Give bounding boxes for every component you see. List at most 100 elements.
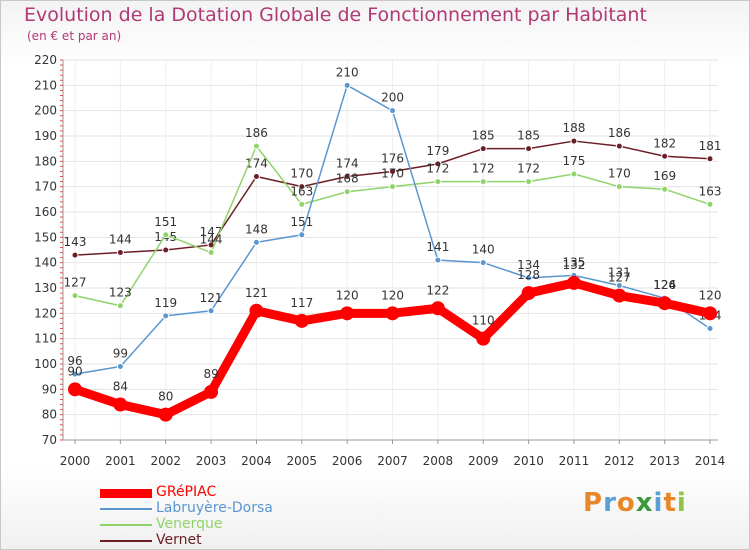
legend-swatch xyxy=(100,540,152,542)
data-point-labruy-re-dorsa xyxy=(207,307,215,315)
data-label-gr-piac: 128 xyxy=(517,268,540,282)
legend-swatch xyxy=(100,488,152,498)
x-tick-label: 2001 xyxy=(105,454,136,468)
data-label-gr-piac: 127 xyxy=(608,271,631,285)
x-tick-label: 2006 xyxy=(332,454,363,468)
data-point-gr-piac xyxy=(612,288,627,303)
data-label-vernet: 181 xyxy=(699,139,722,153)
data-point-gr-piac xyxy=(430,301,445,316)
data-label-labruy-re-dorsa: 119 xyxy=(154,296,177,310)
data-point-venerque xyxy=(661,185,669,193)
data-point-gr-piac xyxy=(385,306,400,321)
x-tick-label: 2007 xyxy=(377,454,408,468)
logo-letter: o xyxy=(616,488,636,518)
legend-swatch xyxy=(100,508,152,510)
data-point-gr-piac xyxy=(657,296,672,311)
legend-item: GRéPIAC xyxy=(100,484,340,501)
data-label-venerque: 172 xyxy=(426,162,449,176)
data-label-venerque: 170 xyxy=(608,167,631,181)
y-tick-label: 130 xyxy=(34,281,57,295)
data-point-vernet xyxy=(434,160,442,168)
data-point-gr-piac xyxy=(158,407,173,422)
data-label-venerque: 168 xyxy=(336,172,359,186)
data-point-gr-piac xyxy=(521,286,536,301)
data-point-vernet xyxy=(298,183,306,191)
data-point-venerque xyxy=(434,178,442,186)
y-tick-label: 80 xyxy=(42,408,57,422)
legend-label: Venerque xyxy=(156,516,223,532)
data-point-venerque xyxy=(207,249,215,257)
data-label-vernet: 170 xyxy=(290,167,313,181)
y-tick-label: 190 xyxy=(34,129,57,143)
data-label-venerque: 172 xyxy=(517,162,540,176)
data-label-vernet: 147 xyxy=(200,225,223,239)
data-label-vernet: 144 xyxy=(109,233,132,247)
data-label-vernet: 176 xyxy=(381,151,404,165)
legend-label: GRéPIAC xyxy=(156,484,217,500)
data-label-vernet: 143 xyxy=(64,235,87,249)
data-label-gr-piac: 124 xyxy=(653,278,676,292)
data-point-labruy-re-dorsa xyxy=(434,256,442,264)
data-label-gr-piac: 80 xyxy=(158,390,173,404)
data-point-venerque xyxy=(252,142,260,150)
data-label-venerque: 163 xyxy=(699,184,722,198)
y-tick-label: 70 xyxy=(42,433,57,447)
y-tick-label: 170 xyxy=(34,180,57,194)
data-point-vernet xyxy=(162,246,170,254)
legend-item: Labruyère-Dorsa xyxy=(100,500,340,517)
logo-letter: i xyxy=(676,488,687,518)
data-label-labruy-re-dorsa: 140 xyxy=(472,243,495,257)
data-point-vernet xyxy=(570,137,578,145)
data-label-gr-piac: 120 xyxy=(381,288,404,302)
y-tick-label: 120 xyxy=(34,306,57,320)
data-point-gr-piac xyxy=(476,331,491,346)
data-point-venerque xyxy=(525,178,533,186)
x-tick-label: 2004 xyxy=(241,454,272,468)
data-point-labruy-re-dorsa xyxy=(525,274,533,282)
legend-item: Venerque xyxy=(100,516,340,533)
x-tick-label: 2003 xyxy=(196,454,227,468)
data-label-labruy-re-dorsa: 141 xyxy=(426,240,449,254)
data-point-vernet xyxy=(116,249,124,257)
data-label-venerque: 169 xyxy=(653,169,676,183)
data-point-gr-piac xyxy=(294,313,309,328)
data-point-gr-piac xyxy=(204,384,219,399)
data-label-gr-piac: 120 xyxy=(336,288,359,302)
data-label-venerque: 172 xyxy=(472,162,495,176)
data-point-vernet xyxy=(343,173,351,181)
y-tick-label: 150 xyxy=(34,230,57,244)
data-point-labruy-re-dorsa xyxy=(479,259,487,267)
data-label-gr-piac: 90 xyxy=(67,364,82,378)
logo-letter: i xyxy=(653,488,664,518)
logo-letter: x xyxy=(635,488,654,518)
legend-label: Vernet xyxy=(156,532,202,548)
x-tick-label: 2005 xyxy=(287,454,318,468)
data-point-venerque xyxy=(343,188,351,196)
y-tick-label: 100 xyxy=(34,357,57,371)
data-label-venerque: 123 xyxy=(109,286,132,300)
data-point-vernet xyxy=(661,152,669,160)
data-label-labruy-re-dorsa: 200 xyxy=(381,91,404,105)
proxiti-logo: Proxiti xyxy=(583,488,687,518)
data-point-gr-piac xyxy=(703,306,718,321)
data-label-labruy-re-dorsa: 151 xyxy=(290,215,313,229)
x-tick-label: 2014 xyxy=(695,454,726,468)
y-tick-label: 180 xyxy=(34,154,57,168)
data-point-venerque xyxy=(570,170,578,178)
data-point-vernet xyxy=(389,167,397,175)
data-label-venerque: 151 xyxy=(154,215,177,229)
data-label-gr-piac: 122 xyxy=(426,283,449,297)
data-label-gr-piac: 132 xyxy=(563,258,586,272)
logo-letter: r xyxy=(603,488,617,518)
y-tick-label: 210 xyxy=(34,78,57,92)
chart-title: Evolution de la Dotation Globale de Fonc… xyxy=(24,4,647,26)
data-label-vernet: 185 xyxy=(517,129,540,143)
y-tick-label: 140 xyxy=(34,256,57,270)
data-label-venerque: 144 xyxy=(200,233,223,247)
data-label-venerque: 163 xyxy=(290,184,313,198)
data-label-labruy-re-dorsa: 134 xyxy=(517,258,540,272)
data-label-gr-piac: 121 xyxy=(245,286,268,300)
legend-swatch xyxy=(100,524,152,526)
data-point-labruy-re-dorsa xyxy=(343,81,351,89)
